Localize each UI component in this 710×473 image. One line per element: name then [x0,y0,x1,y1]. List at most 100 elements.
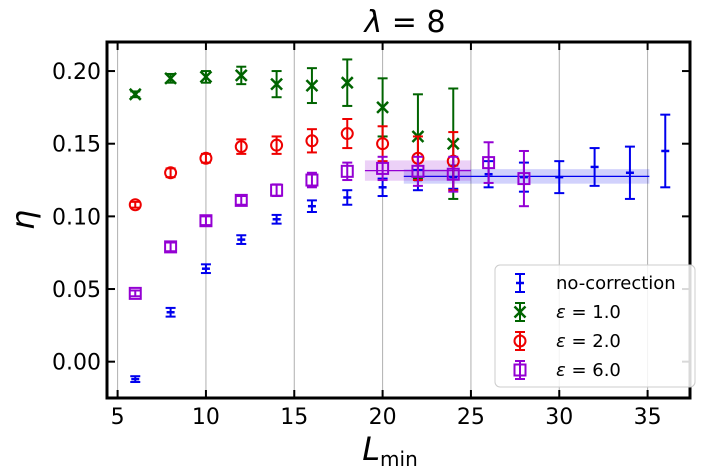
point-marker-shape [376,161,390,175]
x-tick-label: 30 [545,405,573,430]
point-marker [164,240,178,254]
x-tick-label: 25 [457,405,485,430]
point-marker-shape [517,172,531,186]
legend-entry: ε = 2.0 [513,331,621,352]
point-marker-shape [164,71,177,85]
legend-marker [513,363,527,377]
data-point [305,67,319,105]
data-point [164,240,178,254]
point-marker-shape [305,173,319,187]
legend-box [494,264,696,388]
point-marker [164,166,178,180]
point-marker-shape [446,167,460,181]
data-point [376,125,390,163]
point-marker [234,69,248,82]
point-marker [376,101,389,114]
point-marker-shape [128,286,142,300]
data-point [128,198,142,212]
title-rest: = 8 [382,5,445,40]
legend-label-value: no-correction [556,273,676,294]
y-tick-label: 0.15 [52,133,101,158]
point-marker [305,134,319,148]
point-marker-shape [376,137,390,151]
data-point [446,155,460,193]
legend-marker [513,305,527,319]
data-point [342,189,353,206]
point-marker-shape [234,140,248,154]
x-tick-label: 20 [369,405,397,430]
point-marker-shape [270,138,284,152]
y-tick-label: 0.10 [52,205,101,230]
point-marker-shape [411,164,425,178]
legend-label: ε = 6.0 [556,360,621,381]
data-point [270,183,284,198]
data-point [128,87,142,101]
point-marker-shape [199,214,213,228]
title-symbol: λ [362,5,382,40]
legend-entry: no-correction [515,273,676,294]
point-marker-shape [234,193,248,207]
data-point [234,138,248,155]
data-point [199,214,213,228]
point-marker [376,161,390,175]
y-tick-label: 0.20 [52,60,101,85]
point-marker [128,286,142,300]
data-point [517,149,531,208]
data-point [554,160,565,195]
point-marker-shape [199,70,213,84]
data-series [128,58,671,384]
data-point [165,306,176,318]
point-marker [305,79,319,92]
legend-label-value: = 2.0 [566,331,621,352]
point-marker [128,198,142,212]
data-point [271,213,282,225]
chart-title: λ = 8 [362,5,445,40]
legend-label: ε = 2.0 [556,331,621,352]
point-marker-shape [164,240,178,254]
point-marker [234,140,248,154]
point-marker [270,138,284,152]
data-point [340,161,354,182]
data-point [305,128,319,154]
data-point [164,166,178,180]
legend-label-symbol: ε [556,360,566,381]
point-marker-shape [340,127,354,141]
point-marker [199,151,213,165]
point-marker [305,173,319,187]
point-marker [340,76,354,90]
data-point [234,193,248,207]
x-tick-label: 15 [280,405,308,430]
axis-ticks: 5 10 15 20 25 30 35 0.00 0.05 0.10 0.15 0.20 [52,42,690,430]
x-axis-label-main: L [362,430,380,468]
data-point [199,70,213,84]
data-point [200,263,211,275]
point-marker [234,193,248,207]
point-marker-shape [128,198,142,212]
x-axis-label: Lmin [362,430,418,471]
legend-label-symbol: ε [556,331,566,352]
point-marker-shape [376,101,389,114]
legend-label-value: = 6.0 [566,360,621,381]
plot-frame [105,40,692,400]
y-tick-label: 0.05 [52,278,101,303]
point-marker-shape [234,69,248,82]
point-marker [270,77,283,91]
legend-marker-shape [513,334,527,348]
point-marker-shape [270,77,283,91]
y-tick-label: 0.00 [52,351,101,376]
data-point [340,58,354,107]
fit-bands [364,160,650,184]
data-point [199,151,213,165]
data-point [589,147,600,187]
point-marker [128,87,142,101]
data-point [128,286,142,300]
point-marker-shape [340,164,354,178]
point-marker-shape [305,79,319,92]
data-point [377,177,388,198]
point-marker-shape [482,156,496,170]
point-marker-shape [305,134,319,148]
data-point [130,375,141,384]
